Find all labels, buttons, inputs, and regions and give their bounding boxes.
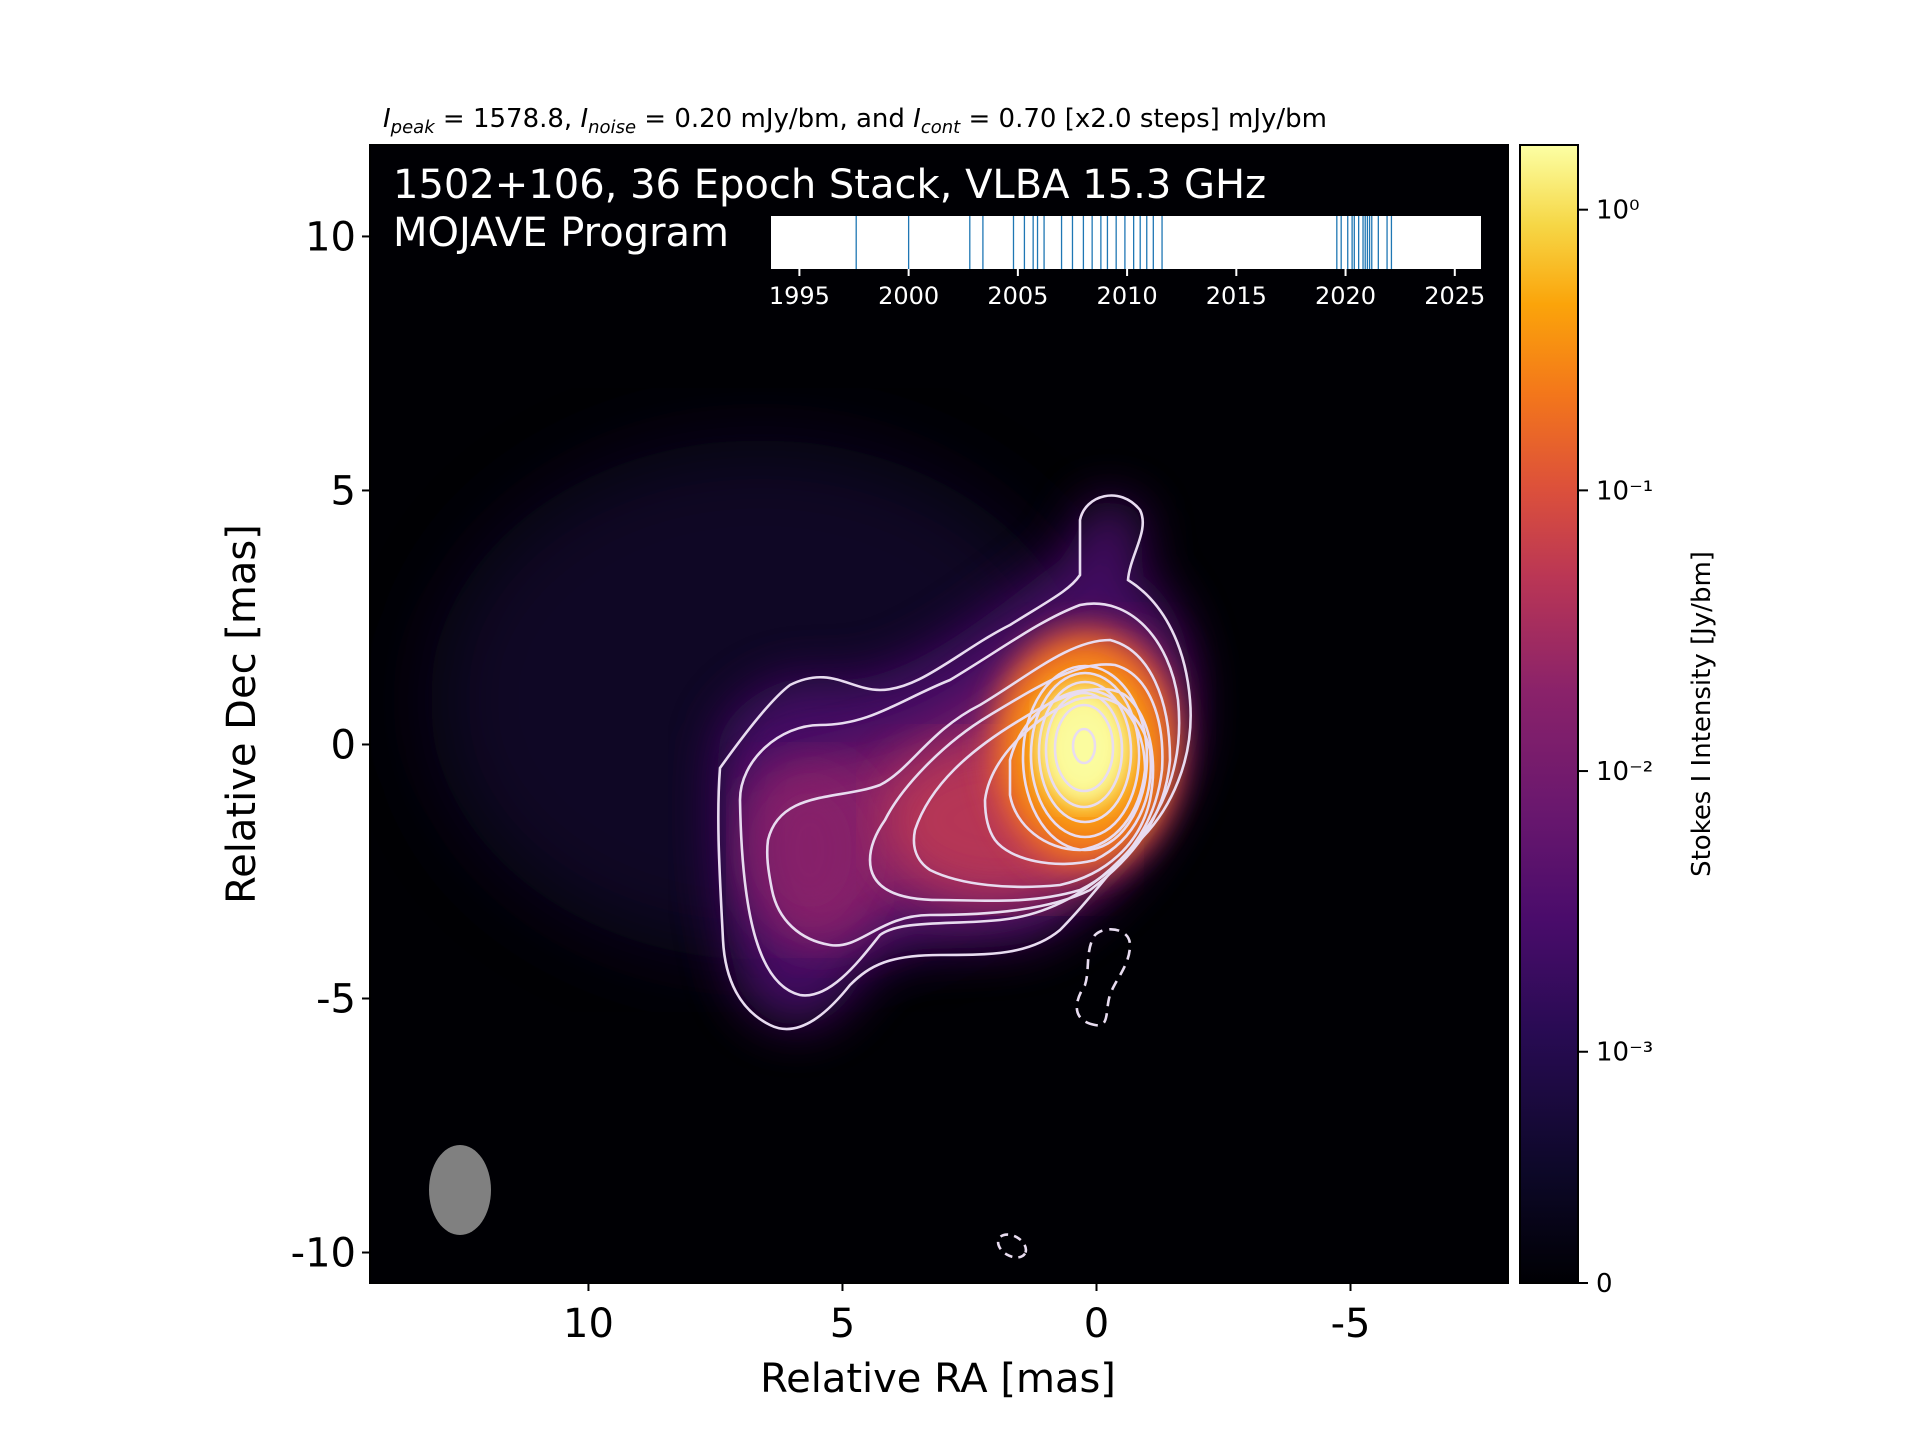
- contour-3: [765, 638, 1172, 947]
- x-axis-ticks: 10 5 0 -5: [563, 1283, 1370, 1347]
- colorbar-gradient: [1519, 144, 1579, 1284]
- negative-contour-2: [996, 1233, 1028, 1259]
- contour-9: [1029, 671, 1141, 839]
- y-tick-label: 0: [331, 722, 356, 768]
- colorbar-tick-label: 10⁻¹: [1596, 476, 1653, 506]
- timeline-tick-label: 2000: [878, 282, 939, 310]
- contour-11: [1044, 691, 1124, 809]
- contour-4: [868, 663, 1164, 903]
- contour-8: [1021, 664, 1149, 852]
- beam-ellipse: [429, 1145, 491, 1235]
- timeline-tick-label: 2020: [1315, 282, 1376, 310]
- contour-13: [1071, 727, 1097, 765]
- colorbar-tick-label: 0: [1596, 1269, 1613, 1299]
- y-axis-label: Relative Dec [mas]: [219, 524, 265, 904]
- colorbar: 10⁰ 10⁻¹ 10⁻² 10⁻³ 0 Stokes I Intensity [Jy/…: [1519, 144, 1717, 1299]
- x-tick-label: 0: [1084, 1301, 1109, 1347]
- y-tick-label: -5: [316, 977, 356, 1023]
- colorbar-tick-label: 10⁰: [1596, 196, 1640, 226]
- contour-12: [1053, 703, 1115, 793]
- timeline-box: [771, 216, 1481, 269]
- epoch-timeline: 1995 2000 2005 2010 2015 2020 2025: [769, 216, 1485, 310]
- image-frame: [369, 144, 1509, 1284]
- y-axis-ticks: 10 5 0 -5 -10: [291, 214, 370, 1277]
- timeline-tick-label: 2025: [1424, 282, 1485, 310]
- image-panel: 1502+106, 36 Epoch Stack, VLBA 15.3 GHz …: [369, 144, 1509, 1284]
- intensity-map: [429, 440, 1195, 1259]
- contour-10: [1037, 680, 1133, 824]
- x-axis-label: Relative RA [mas]: [760, 1356, 1116, 1402]
- timeline-tick-label: 1995: [769, 282, 830, 310]
- y-tick-label: -10: [291, 1231, 356, 1277]
- y-tick-label: 10: [305, 214, 356, 260]
- contour-5: [912, 687, 1155, 889]
- negative-contour-1: [1075, 927, 1132, 1027]
- contour-2: [738, 602, 1181, 997]
- jet-knot: [740, 760, 880, 940]
- x-tick-label: -5: [1331, 1301, 1371, 1347]
- colorbar-label: Stokes I Intensity [Jy/bm]: [1687, 551, 1717, 877]
- y-tick-label: 5: [331, 468, 356, 514]
- x-tick-label: 10: [563, 1301, 614, 1347]
- colorbar-tick-label: 10⁻²: [1596, 757, 1653, 787]
- plot-subtitle: MOJAVE Program: [393, 210, 729, 256]
- header-text: Ipeak = 1578.8, Inoise = 0.20 mJy/bm, an…: [383, 104, 1327, 138]
- timeline-tick-label: 2005: [987, 282, 1048, 310]
- contour-1: [717, 494, 1192, 1031]
- contours: [717, 494, 1192, 1259]
- colorbar-ticks: 10⁰ 10⁻¹ 10⁻² 10⁻³ 0: [1578, 196, 1653, 1299]
- timeline-ticks: 1995 2000 2005 2010 2015 2020 2025: [769, 269, 1485, 310]
- epoch-lines: [855, 216, 1393, 269]
- colorbar-tick-label: 10⁻³: [1596, 1038, 1653, 1068]
- timeline-tick-label: 2010: [1097, 282, 1158, 310]
- plot-title: 1502+106, 36 Epoch Stack, VLBA 15.3 GHz: [393, 162, 1266, 208]
- x-tick-label: 5: [830, 1301, 855, 1347]
- timeline-tick-label: 2015: [1206, 282, 1267, 310]
